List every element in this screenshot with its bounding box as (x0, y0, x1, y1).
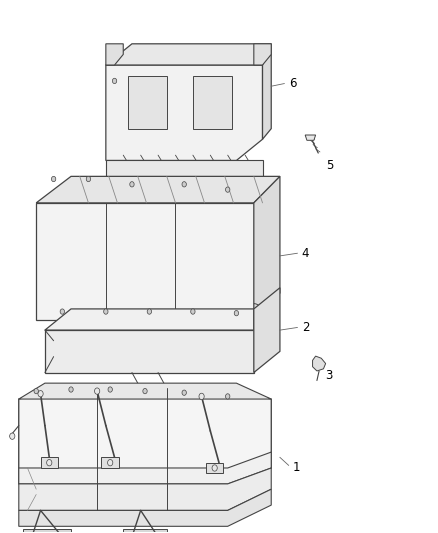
Polygon shape (206, 463, 223, 473)
Circle shape (113, 78, 117, 84)
Polygon shape (23, 529, 71, 533)
Circle shape (10, 433, 15, 439)
Circle shape (108, 387, 113, 392)
Circle shape (51, 176, 56, 182)
Polygon shape (19, 452, 271, 484)
Text: 2: 2 (302, 321, 309, 334)
Circle shape (191, 309, 195, 314)
Circle shape (60, 309, 64, 314)
Polygon shape (305, 135, 316, 140)
Polygon shape (19, 389, 271, 489)
Polygon shape (254, 288, 280, 373)
Circle shape (47, 459, 52, 466)
Polygon shape (41, 457, 58, 468)
Polygon shape (45, 309, 254, 330)
Circle shape (104, 309, 108, 314)
Polygon shape (262, 44, 271, 139)
Text: 3: 3 (325, 369, 333, 382)
Polygon shape (123, 529, 167, 533)
Circle shape (212, 465, 217, 471)
Polygon shape (193, 76, 232, 128)
Polygon shape (19, 468, 271, 511)
Polygon shape (102, 457, 119, 468)
Circle shape (34, 389, 39, 394)
Circle shape (226, 394, 230, 399)
Polygon shape (106, 65, 262, 160)
Circle shape (95, 388, 100, 394)
Polygon shape (19, 389, 62, 484)
Circle shape (147, 309, 152, 314)
Circle shape (234, 311, 239, 316)
Text: 5: 5 (325, 159, 333, 172)
Polygon shape (127, 76, 167, 128)
Polygon shape (106, 160, 262, 182)
Circle shape (86, 176, 91, 182)
Circle shape (182, 182, 186, 187)
Text: 6: 6 (289, 77, 296, 90)
Polygon shape (313, 356, 325, 371)
Polygon shape (228, 399, 271, 489)
Circle shape (226, 187, 230, 192)
Circle shape (108, 459, 113, 466)
Circle shape (69, 387, 73, 392)
Circle shape (130, 182, 134, 187)
Circle shape (38, 391, 43, 397)
Polygon shape (45, 330, 254, 373)
Polygon shape (19, 383, 271, 399)
Polygon shape (36, 176, 280, 203)
Polygon shape (36, 203, 254, 319)
Text: 1: 1 (293, 462, 300, 474)
Text: 4: 4 (302, 247, 309, 260)
Polygon shape (254, 44, 271, 65)
Polygon shape (19, 489, 271, 526)
Circle shape (199, 393, 204, 400)
Polygon shape (254, 176, 280, 319)
Polygon shape (106, 44, 123, 65)
Circle shape (143, 389, 147, 394)
Circle shape (182, 390, 186, 395)
Polygon shape (106, 44, 271, 65)
